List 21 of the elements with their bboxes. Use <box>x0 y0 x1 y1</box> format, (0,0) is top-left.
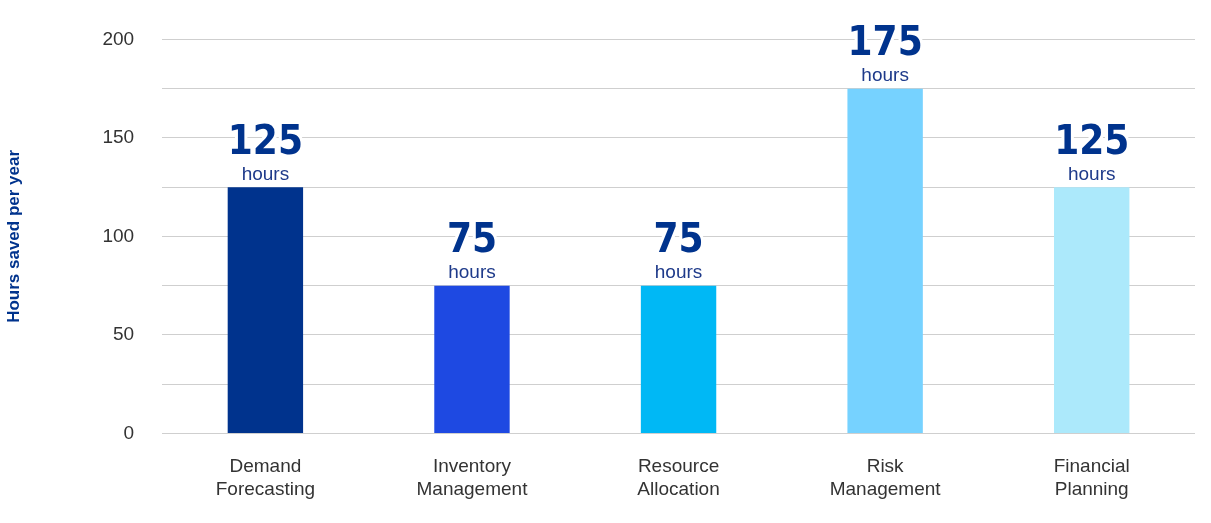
data-label: 125 hours <box>1054 116 1130 184</box>
x-tick-label: Resource Allocation <box>637 455 720 499</box>
data-label: 175 hours <box>847 18 923 86</box>
data-label: 125 hours <box>227 116 303 184</box>
data-label: 75 hours <box>653 215 704 283</box>
bar <box>1054 187 1130 433</box>
data-label: 75 hours <box>446 215 498 283</box>
y-tick-label: 200 <box>102 27 135 49</box>
bar <box>847 88 923 433</box>
y-tick-label: 0 <box>123 421 135 443</box>
bar <box>434 285 510 433</box>
y-axis-title: Hours saved per year <box>3 149 23 323</box>
y-tick-label: 50 <box>112 323 135 345</box>
bar <box>640 285 717 433</box>
y-tick-label: 150 <box>102 126 135 148</box>
x-tick-label: Inventory Management <box>416 455 529 499</box>
x-tick-label: Financial Planning <box>1053 455 1130 499</box>
x-tick-label: Demand Forecasting <box>215 455 316 499</box>
y-tick-label: 100 <box>102 224 135 246</box>
x-tick-label: Risk Management <box>829 455 942 499</box>
bar <box>227 187 304 433</box>
